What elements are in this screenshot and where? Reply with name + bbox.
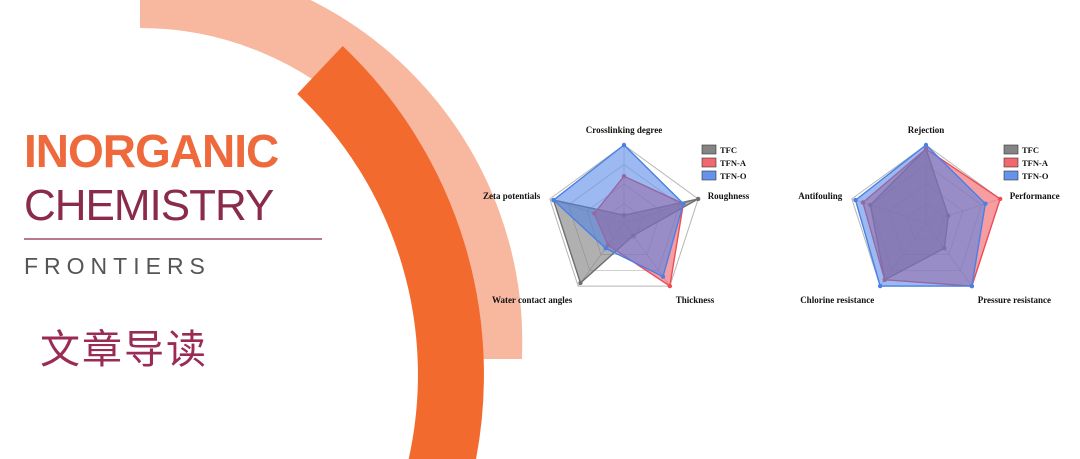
- data-point-tfn-o: [551, 197, 556, 203]
- journal-title-line3: FRONTIERS: [24, 253, 211, 279]
- radar-chart-structure: Crosslinking degree Roughness Thickness Wat…: [483, 125, 750, 305]
- axis-label-antifouling: Antifouling: [798, 191, 843, 201]
- axis-label-zeta-potentials: Zeta potentials: [483, 191, 541, 201]
- axis-label-chlorine-resistance: Chlorine resistance: [800, 295, 874, 305]
- legend-swatch-tfn-o: [1003, 170, 1019, 181]
- journal-title-line1: INORGANIC: [24, 125, 279, 177]
- dark-ring-arc: [297, 46, 484, 459]
- legend-swatch-tfc: [1003, 144, 1019, 155]
- legend-label-tfc: TFC: [720, 145, 737, 155]
- data-point-tfn-o: [923, 142, 929, 148]
- data-point-tfc: [578, 280, 583, 286]
- legend-swatch-tfc: [701, 144, 717, 155]
- series-area-tfn-o: [854, 144, 987, 287]
- legend-label-tfn-o: TFN-O: [1022, 171, 1049, 181]
- data-point-tfn-a: [997, 196, 1003, 202]
- legend-swatch-tfn-a: [701, 157, 717, 168]
- light-ring-arc: [139, 0, 523, 359]
- radar-chart-performance: Rejection Performance Pressure resistance C…: [798, 125, 1060, 305]
- data-point-tfn-o: [621, 142, 627, 148]
- grid-ring: [549, 144, 699, 287]
- title-divider: [24, 238, 322, 240]
- axis-label-rejection: Rejection: [908, 125, 944, 135]
- axis-label-thickness: Thickness: [676, 295, 715, 305]
- legend-label-tfn-a: TFN-A: [1022, 158, 1049, 168]
- data-point-tfn-o: [877, 283, 883, 289]
- axis-label-water-contact-angles: Water contact angles: [492, 295, 573, 305]
- legend-label-tfn-a: TFN-A: [720, 158, 747, 168]
- article-guide-subtitle: 文章导读: [40, 327, 208, 373]
- data-point-tfn-o: [660, 274, 666, 279]
- axis-label-crosslinking-degree: Crosslinking degree: [586, 125, 662, 135]
- axis-label-pressure-resistance: Pressure resistance: [978, 295, 1051, 305]
- data-point-tfn-o: [681, 201, 686, 206]
- series-area-tfn-o: [552, 144, 685, 278]
- legend-swatch-tfn-o: [701, 170, 717, 181]
- data-point-tfc: [695, 196, 701, 202]
- data-point-tfn-o: [603, 246, 608, 251]
- axis-label-roughness: Roughness: [708, 191, 750, 201]
- legend-label-tfc: TFC: [1022, 145, 1039, 155]
- legend-swatch-tfn-a: [1003, 157, 1019, 168]
- data-point-tfn-o: [983, 201, 988, 206]
- data-point-tfn-a: [667, 283, 673, 289]
- axis-label-performance: Performance: [1010, 191, 1060, 201]
- legend-label-tfn-o: TFN-O: [720, 171, 747, 181]
- journal-title-line2: CHEMISTRY: [24, 181, 274, 230]
- data-point-tfn-o: [969, 283, 975, 289]
- data-point-tfn-o: [853, 197, 858, 203]
